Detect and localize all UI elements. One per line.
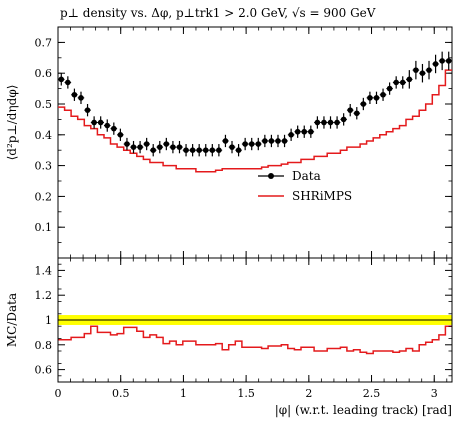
main-y-tick-label: 0.5 (35, 98, 53, 111)
data-point (242, 141, 248, 147)
data-point (386, 85, 393, 92)
data-point (170, 144, 176, 150)
data-point (130, 144, 137, 150)
data-point (353, 110, 360, 117)
data-point (71, 91, 78, 98)
data-point (262, 138, 268, 144)
data-point (58, 76, 65, 83)
data-point (445, 58, 452, 64)
data-point (91, 119, 97, 126)
data-point (143, 141, 150, 147)
data-point (216, 147, 222, 153)
x-tick-label: 1.5 (237, 387, 255, 400)
main-plot-panel: 0.1 0.2 0.3 0.4 0.5 0.6 0.7 ⟨d²p⊥/dηdφ⟩ Data S… (5, 26, 453, 259)
main-y-ticks: 0.1 0.2 0.3 0.4 0.5 0.6 0.7 (35, 36, 452, 244)
main-y-tick-label: 0.3 (35, 160, 53, 173)
data-point (183, 147, 189, 153)
ratio-x-ticks: 0 0.5 1 1.5 2 2.5 3 (55, 258, 448, 400)
data-point (268, 138, 275, 144)
data-point (380, 91, 386, 98)
data-point (117, 132, 124, 138)
data-point (275, 138, 281, 144)
data-point (97, 119, 104, 126)
data-point (314, 119, 321, 126)
legend-data-marker (268, 173, 274, 179)
data-point (150, 147, 157, 153)
x-tick-label: 3 (431, 387, 438, 400)
data-point (65, 79, 71, 86)
data-point (235, 147, 242, 153)
legend: Data SHRiMPS (258, 169, 352, 203)
x-tick-label: 2.5 (363, 387, 381, 400)
x-tick-label: 0 (55, 387, 62, 400)
data-point (393, 79, 399, 86)
data-point (367, 95, 373, 101)
data-point (84, 107, 91, 113)
data-point (288, 132, 294, 138)
main-y-tick-label: 0.7 (35, 36, 53, 49)
ratio-y-tick-label: 0.6 (35, 364, 53, 377)
main-y-tick-label: 0.2 (35, 190, 53, 203)
ratio-y-axis-label: MC/Data (5, 293, 19, 347)
main-y-tick-label: 0.6 (35, 67, 53, 80)
data-point (373, 95, 380, 101)
data-point (202, 147, 209, 153)
main-y-axis-label: ⟨d²p⊥/dηdφ⟩ (5, 85, 19, 161)
x-tick-label: 0.5 (112, 387, 130, 400)
ratio-plot-panel: 0.6 0.8 1 1.2 1.4 0 0.5 1 1.5 2 2.5 3 MC/Data |φ| … (5, 257, 453, 417)
shrimps-line (58, 69, 452, 173)
data-point (321, 119, 327, 126)
data-point (196, 147, 202, 153)
ratio-y-tick-label: 1.4 (35, 264, 53, 277)
data-point (248, 141, 255, 147)
data-point (360, 101, 367, 107)
data-point (281, 138, 288, 144)
x-axis-label: |φ| (w.r.t. leading track) [rad] (275, 403, 452, 417)
x-tick-label: 1 (180, 387, 187, 400)
main-plot-frame (57, 26, 453, 259)
data-point (137, 144, 143, 150)
data-point (189, 147, 196, 153)
data-point (229, 144, 235, 150)
data-point (163, 141, 170, 147)
main-y-tick-label: 0.1 (35, 221, 53, 234)
x-tick-label: 2 (305, 387, 312, 400)
data-point (308, 128, 314, 135)
ratio-y-tick-label: 0.8 (35, 339, 53, 352)
data-point (209, 147, 216, 153)
chart-title: p⊥ density vs. Δφ, p⊥trk1 > 2.0 GeV, √s … (60, 6, 376, 20)
data-point (104, 122, 111, 129)
data-point (294, 128, 301, 135)
data-point (406, 76, 413, 83)
data-point (78, 95, 84, 101)
data-point (334, 119, 340, 126)
data-points (58, 51, 452, 157)
data-point (255, 141, 262, 147)
data-point (156, 144, 163, 150)
data-point (301, 128, 308, 135)
legend-shrimps-label: SHRiMPS (292, 189, 352, 203)
data-point (111, 125, 117, 132)
ratio-y-tick-label: 1.2 (35, 289, 53, 302)
main-x-ticks (57, 27, 448, 258)
data-point (426, 67, 432, 73)
data-point (327, 119, 334, 126)
main-y-tick-label: 0.4 (35, 129, 53, 142)
ratio-shrimps-line (58, 325, 452, 355)
data-point (413, 67, 419, 73)
data-point (439, 58, 445, 64)
data-point (432, 61, 439, 67)
ratio-y-tick-label: 1 (45, 314, 52, 327)
ratio-y-ticks: 0.6 0.8 1 1.2 1.4 (35, 263, 452, 377)
data-point (419, 70, 426, 76)
data-point (347, 107, 354, 113)
data-point (124, 141, 130, 147)
data-point (399, 79, 406, 86)
data-point (222, 138, 229, 144)
legend-data-label: Data (292, 169, 321, 183)
data-point (340, 116, 347, 123)
data-point (176, 144, 183, 150)
